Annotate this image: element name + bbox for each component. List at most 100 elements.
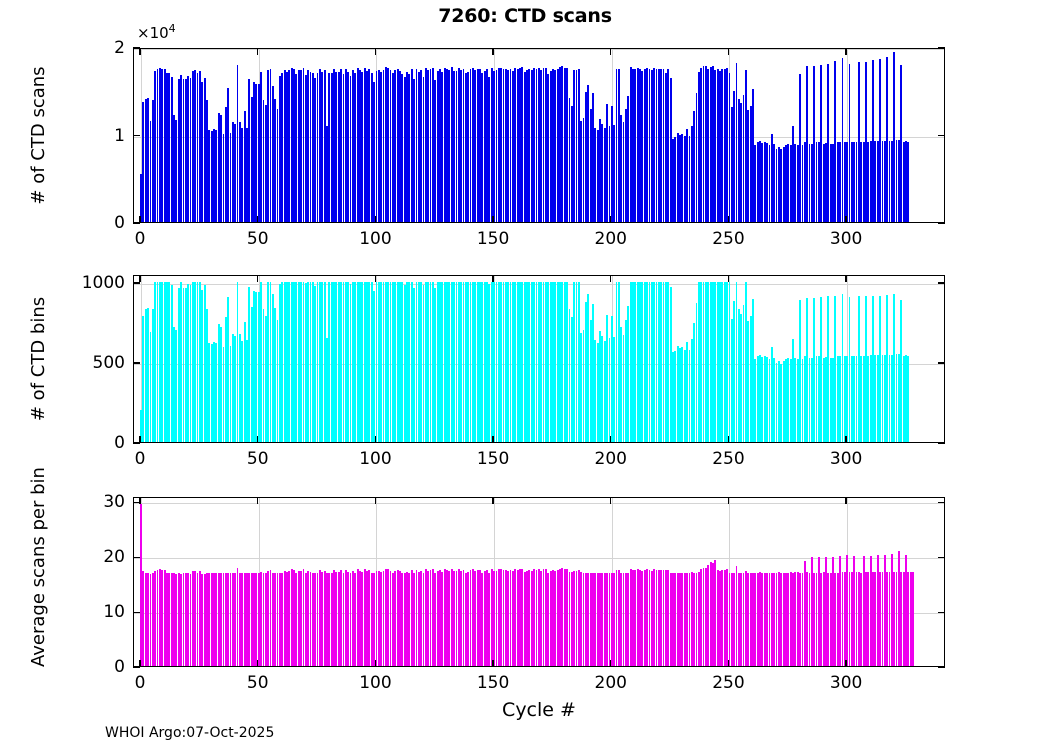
bar <box>161 68 164 222</box>
bar <box>344 570 347 666</box>
bar <box>175 119 178 222</box>
x-tick-mark-top <box>492 48 494 55</box>
bar <box>295 573 298 666</box>
bar <box>639 68 641 222</box>
bar <box>151 573 154 666</box>
y-axis-label-1: # of CTD bins <box>28 296 49 422</box>
bar <box>584 572 587 666</box>
x-tick-mark <box>492 436 494 443</box>
bar <box>187 573 190 666</box>
bar <box>719 70 721 222</box>
bar <box>368 68 371 222</box>
bar <box>250 573 253 666</box>
x-tick-label: 0 <box>134 449 146 469</box>
bar <box>483 70 486 222</box>
bar <box>326 573 328 666</box>
bar <box>719 282 721 442</box>
bar <box>140 504 142 666</box>
bar <box>634 282 637 442</box>
bar <box>686 572 688 666</box>
bar <box>568 309 571 442</box>
bar <box>827 63 830 222</box>
bar <box>825 143 827 222</box>
bar <box>521 568 524 666</box>
bar <box>850 572 853 666</box>
bar <box>262 99 265 222</box>
bar <box>705 282 707 442</box>
bar <box>629 568 632 666</box>
bar <box>521 282 524 442</box>
bar <box>446 68 448 222</box>
bar <box>857 572 860 666</box>
bar <box>173 326 175 442</box>
bar <box>509 282 512 442</box>
y-tick-mark <box>133 611 140 613</box>
bar <box>399 282 401 442</box>
bar <box>554 69 557 222</box>
bar <box>187 283 190 442</box>
bar <box>860 572 863 666</box>
bar <box>695 92 698 222</box>
bar <box>848 297 851 442</box>
bar <box>389 69 392 222</box>
bar <box>888 140 891 222</box>
x-tick-label: 100 <box>359 449 392 469</box>
bar <box>669 572 672 666</box>
bar <box>834 61 837 222</box>
bar <box>528 282 531 442</box>
bar <box>622 572 625 666</box>
bar <box>907 355 910 442</box>
x-tick-mark <box>257 436 259 443</box>
x-tick-label: 100 <box>359 229 392 249</box>
bar <box>559 282 561 442</box>
bar <box>886 56 889 222</box>
bar <box>632 68 634 222</box>
bar <box>359 69 361 222</box>
bar <box>158 68 161 222</box>
bar <box>573 570 576 666</box>
bar <box>476 282 479 442</box>
bar <box>519 569 521 666</box>
bar <box>507 69 510 222</box>
bar <box>808 358 811 442</box>
bar <box>229 346 232 442</box>
bar <box>902 572 905 666</box>
bar <box>474 69 477 222</box>
x-tick-mark <box>257 660 259 667</box>
bar <box>210 573 213 666</box>
bar <box>615 282 618 442</box>
bar <box>220 115 222 222</box>
x-tick-label: 300 <box>829 449 863 469</box>
bar <box>693 322 696 442</box>
bar <box>144 98 147 222</box>
bar <box>777 361 780 442</box>
bar <box>648 68 651 222</box>
bar <box>224 106 227 222</box>
bar <box>314 286 317 442</box>
bar <box>208 573 211 666</box>
bar <box>347 72 350 222</box>
x-tick-label: 250 <box>712 449 745 469</box>
bar <box>705 568 707 666</box>
bar <box>248 573 251 666</box>
bar <box>690 125 693 222</box>
bar <box>785 358 787 442</box>
bar <box>874 354 877 442</box>
y-tick-label: 0 <box>114 657 125 677</box>
bar <box>587 84 590 222</box>
bar <box>255 292 258 442</box>
y-tick-mark-right <box>938 556 945 558</box>
bar <box>796 358 799 442</box>
bar <box>227 88 230 222</box>
bar <box>672 138 674 222</box>
bar <box>834 572 837 666</box>
bar <box>768 358 771 442</box>
bar <box>716 68 719 222</box>
bar <box>655 68 658 222</box>
bar <box>563 569 566 666</box>
bar <box>650 282 653 442</box>
bar <box>512 70 514 222</box>
bar <box>761 572 764 666</box>
bar <box>674 572 677 666</box>
bar <box>295 74 298 222</box>
